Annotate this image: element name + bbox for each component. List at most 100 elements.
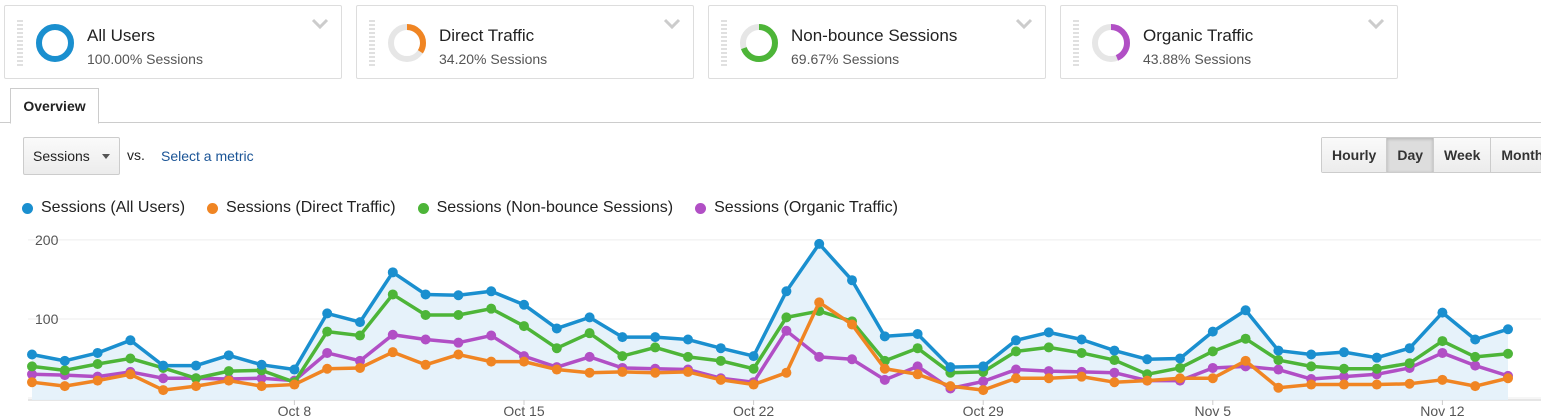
legend-item-non-bounce[interactable]: Sessions (Non-bounce Sessions) (417, 199, 674, 217)
data-point (879, 363, 890, 374)
data-point (27, 377, 37, 388)
area-fill-all-users (32, 243, 1508, 400)
data-point (158, 360, 169, 371)
data-point (453, 290, 464, 301)
data-point (1503, 373, 1513, 384)
data-point (715, 343, 726, 354)
legend-label: Sessions (Non-bounce Sessions) (436, 199, 674, 216)
segment-percentage: 43.88% Sessions (1143, 51, 1252, 67)
data-point (781, 325, 792, 336)
data-point (1175, 362, 1185, 373)
data-point (1306, 361, 1317, 372)
data-point (59, 355, 70, 366)
segment-card-organic-traffic[interactable]: Organic Traffic 43.88% Sessions (1060, 5, 1398, 79)
data-point (256, 381, 267, 392)
segment-percentage: 34.20% Sessions (439, 51, 548, 67)
period-hourly-button[interactable]: Hourly (1322, 138, 1388, 172)
data-point (1240, 333, 1251, 344)
data-point (486, 356, 497, 367)
x-tick-label: Nov 12 (1420, 403, 1465, 419)
tab-overview[interactable]: Overview (10, 88, 99, 124)
data-point (322, 308, 333, 319)
data-point (125, 335, 136, 346)
data-point (27, 349, 37, 360)
data-point (125, 369, 136, 380)
data-point (879, 331, 890, 342)
legend-item-all-users[interactable]: Sessions (All Users) (22, 199, 185, 217)
data-point (748, 351, 759, 362)
data-point (912, 343, 923, 354)
data-point (420, 359, 431, 370)
y-tick-label: 200 (35, 232, 59, 248)
x-tick-label: Nov 5 (1195, 403, 1232, 419)
data-point (715, 374, 726, 385)
data-point (256, 359, 267, 370)
drag-handle-icon[interactable] (17, 20, 23, 66)
data-point (551, 323, 562, 334)
data-point (1207, 346, 1218, 357)
chevron-down-icon[interactable] (1015, 18, 1033, 30)
data-point (1437, 347, 1448, 358)
period-month-button[interactable]: Month (1491, 138, 1541, 172)
series-line (31, 329, 1509, 391)
segment-card-direct-traffic[interactable]: Direct Traffic 34.20% Sessions (356, 5, 694, 79)
chevron-down-icon[interactable] (1367, 18, 1385, 30)
data-point (322, 347, 333, 358)
data-point (683, 351, 693, 362)
data-point (1306, 379, 1317, 390)
data-point (1470, 381, 1481, 392)
data-point (1404, 343, 1415, 354)
data-point (1043, 373, 1054, 384)
period-day-button[interactable]: Day (1387, 138, 1435, 172)
legend-item-direct-traffic[interactable]: Sessions (Direct Traffic) (207, 199, 396, 217)
data-point (1207, 373, 1218, 384)
select-metric-link[interactable]: Select a metric (161, 148, 254, 164)
chevron-down-icon[interactable] (311, 18, 329, 30)
legend-item-organic-traffic[interactable]: Sessions (Organic Traffic) (695, 199, 898, 217)
x-tick-label: Oct 15 (503, 403, 544, 419)
drag-handle-icon[interactable] (1073, 20, 1079, 66)
metric-dropdown[interactable]: Sessions (23, 137, 120, 175)
data-point (551, 364, 562, 375)
data-point (748, 363, 759, 374)
chevron-down-icon[interactable] (663, 18, 681, 30)
drag-handle-icon[interactable] (369, 20, 375, 66)
data-point (27, 361, 37, 372)
data-point (1076, 347, 1087, 358)
data-point (223, 350, 234, 361)
data-point (92, 359, 103, 370)
data-point (420, 334, 431, 345)
data-point (1339, 379, 1349, 390)
data-point (125, 353, 136, 364)
data-point (978, 385, 989, 396)
data-point (1175, 353, 1185, 364)
legend-dot-icon (417, 202, 429, 214)
data-point (847, 319, 857, 330)
ring-fill (388, 24, 426, 62)
vs-label: vs. (127, 147, 145, 163)
data-point (748, 379, 759, 390)
data-point (1503, 324, 1513, 335)
segment-name: Non-bounce Sessions (791, 26, 958, 45)
data-point (551, 343, 562, 354)
data-point (978, 376, 989, 387)
data-point (191, 360, 201, 371)
drag-handle-icon[interactable] (721, 20, 727, 66)
data-point (1011, 373, 1021, 384)
data-point (1273, 355, 1284, 366)
segment-name: Direct Traffic (439, 26, 535, 45)
data-point (1207, 326, 1218, 337)
data-point (1011, 346, 1021, 357)
data-point (1109, 355, 1120, 366)
data-point (1109, 377, 1120, 388)
segment-card-non-bounce[interactable]: Non-bounce Sessions 69.67% Sessions (708, 5, 1046, 79)
data-point (387, 267, 398, 278)
segment-card-all-users[interactable]: All Users 100.00% Sessions (4, 5, 342, 79)
segment-ring-icon (1092, 24, 1130, 62)
legend-label: Sessions (All Users) (41, 199, 186, 216)
period-toggle-group: Hourly Day Week Month (1321, 137, 1541, 173)
sessions-line-chart[interactable]: 200 100 Oct 8 Oct 15 Oct 22 Oct 29 Nov 5 Nov 12 (0, 222, 1541, 419)
data-point (1273, 382, 1284, 393)
period-week-button[interactable]: Week (1434, 138, 1492, 172)
data-point (453, 310, 464, 320)
